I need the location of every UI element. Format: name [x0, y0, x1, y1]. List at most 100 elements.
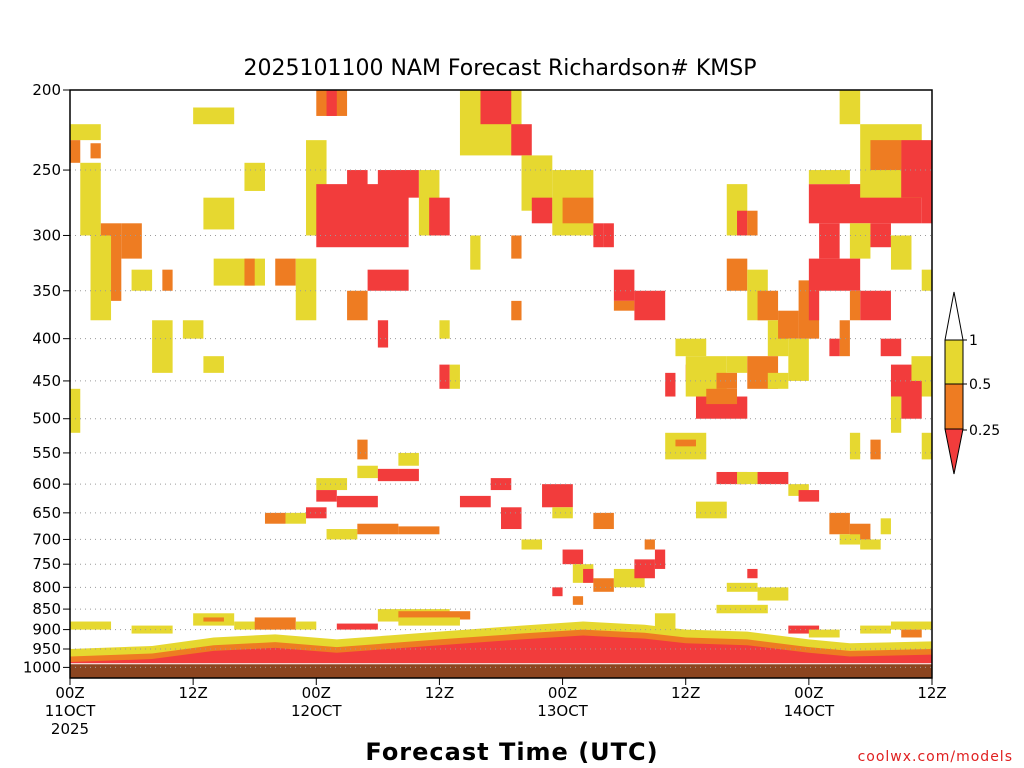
heatmap-cell — [295, 621, 317, 630]
heatmap-cell — [203, 617, 224, 622]
heatmap-cell — [788, 484, 809, 496]
heatmap-cell — [90, 235, 112, 321]
heatmap-cell — [880, 338, 902, 357]
y-tick-label: 700 — [32, 530, 61, 548]
heatmap-cell — [593, 223, 604, 248]
heatmap-cell — [572, 596, 584, 605]
heatmap-cell — [593, 512, 614, 530]
x-tick-label: 00Z — [548, 684, 577, 702]
heatmap-cell — [562, 197, 594, 224]
heatmap-cell — [860, 290, 891, 321]
heatmap-cell — [757, 587, 789, 601]
legend-box-orange — [944, 383, 964, 430]
heatmap-cell — [808, 629, 840, 638]
legend-label: 0.25 — [969, 423, 1000, 439]
heatmap-cell — [316, 490, 337, 502]
heatmap-cell — [849, 290, 861, 321]
heatmap-cell — [480, 90, 512, 125]
heatmap-cell — [131, 269, 153, 291]
heatmap-cell — [70, 388, 81, 433]
heatmap-cell — [726, 258, 748, 291]
heatmap-cell — [849, 432, 861, 460]
heatmap-cell — [921, 432, 932, 460]
chart-title: 2025101100 NAM Forecast Richardson# KMSP — [243, 56, 756, 81]
heatmap-cell — [860, 539, 881, 550]
heatmap-cell — [726, 356, 748, 373]
heatmap-cell — [757, 290, 779, 321]
heatmap-cell — [398, 526, 440, 535]
heatmap-cell — [726, 582, 758, 592]
heatmap-cell — [275, 258, 296, 286]
heatmap-cell — [285, 512, 307, 524]
heatmap-cell — [377, 320, 389, 348]
heatmap-cell — [90, 143, 101, 159]
credit-link[interactable]: coolwx.com/models — [858, 749, 1013, 765]
heatmap-cell — [511, 235, 522, 259]
heatmap-cell — [336, 495, 378, 508]
heatmap-cell — [367, 269, 409, 291]
heatmap-cell — [552, 507, 573, 519]
legend-box-yellow — [944, 339, 964, 385]
x-tick-label: 13OCT — [537, 702, 588, 720]
y-tick-label: 950 — [32, 640, 61, 658]
x-tick-label: 00Z — [55, 684, 84, 702]
x-tick-label: 12OCT — [291, 702, 342, 720]
heatmap-cell — [501, 507, 522, 530]
heatmap-cell — [593, 578, 614, 592]
heatmap-cell — [264, 512, 286, 524]
heatmap-cell — [80, 162, 101, 236]
heatmap-cell — [880, 518, 891, 535]
x-tick-label: 2025 — [51, 720, 89, 738]
heatmap-cell — [357, 465, 378, 479]
heatmap-cell — [459, 495, 491, 508]
heatmap-cell — [808, 170, 850, 185]
heatmap-cell — [737, 210, 748, 236]
y-tick-label: 450 — [32, 372, 61, 390]
heatmap-cell — [316, 478, 348, 491]
heatmap-cell — [398, 611, 471, 620]
heatmap-cell — [347, 290, 368, 321]
y-tick-label: 550 — [32, 444, 61, 462]
heatmap-cell — [747, 210, 758, 236]
heatmap-cell — [654, 549, 666, 569]
heatmap-cell — [798, 490, 820, 502]
heatmap-cell — [716, 372, 738, 389]
heatmap-cell — [829, 338, 840, 357]
heatmap-cell — [439, 364, 450, 389]
heatmap-cell — [665, 372, 676, 397]
x-tick-label: 00Z — [302, 684, 331, 702]
y-tick-label: 200 — [32, 81, 61, 99]
heatmap-cell — [131, 625, 173, 634]
heatmap-cell — [890, 396, 902, 433]
plot-area — [69, 89, 933, 679]
ground-fill — [70, 663, 932, 678]
heatmap-cell — [70, 124, 101, 141]
heatmap-cell — [511, 124, 532, 156]
heatmap-cell — [716, 604, 768, 614]
x-tick-label: 14OCT — [784, 702, 835, 720]
heatmap-cell — [839, 534, 861, 545]
heatmap-cell — [901, 380, 922, 419]
heatmap-cell — [788, 338, 809, 381]
heatmap-cell — [890, 621, 932, 630]
heatmap-cell — [890, 235, 912, 270]
x-tick-label: 12Z — [671, 684, 700, 702]
heatmap-cell — [511, 300, 522, 321]
legend-label: 0.5 — [969, 377, 991, 393]
heatmap-cell — [562, 549, 584, 565]
heatmap-cell — [778, 310, 799, 339]
legend-label: 1 — [969, 333, 978, 349]
heatmap-cell — [121, 223, 142, 259]
heatmap-cell — [531, 197, 553, 224]
x-tick-label: 00Z — [794, 684, 823, 702]
x-tick-label: 11OCT — [45, 702, 96, 720]
heatmap-cell — [654, 613, 676, 630]
heatmap-cell — [377, 468, 419, 482]
heatmap-cell — [254, 617, 296, 630]
heatmap-cell — [634, 290, 666, 321]
heatmap-cell — [398, 452, 419, 466]
y-tick-label: 350 — [32, 282, 61, 300]
heatmap-cell — [357, 439, 368, 460]
heatmap-cell — [490, 478, 512, 491]
